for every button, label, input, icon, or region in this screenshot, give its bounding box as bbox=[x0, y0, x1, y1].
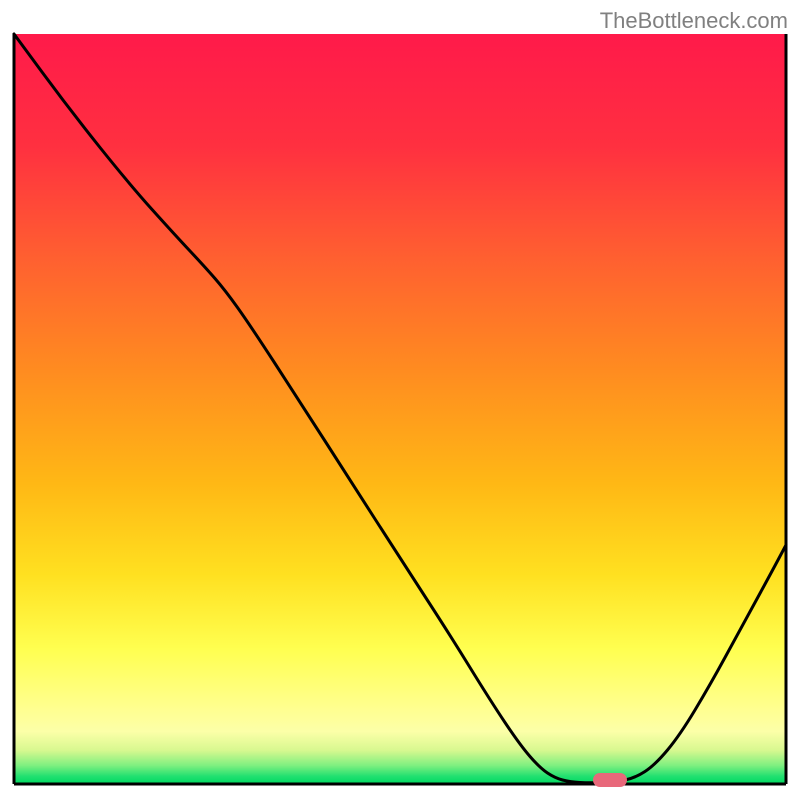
optimal-marker bbox=[593, 773, 627, 787]
chart-svg bbox=[0, 0, 800, 800]
bottleneck-chart: TheBottleneck.com bbox=[0, 0, 800, 800]
watermark-text: TheBottleneck.com bbox=[600, 8, 788, 34]
plot-background bbox=[14, 34, 786, 784]
